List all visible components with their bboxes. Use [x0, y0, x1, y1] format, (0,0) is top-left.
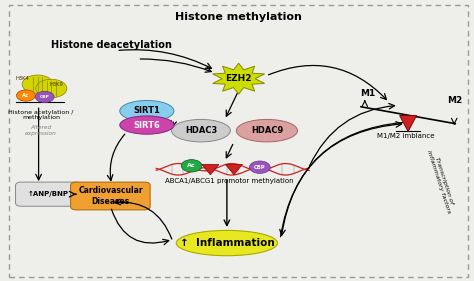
Text: Ac: Ac	[187, 163, 196, 168]
Circle shape	[22, 75, 53, 94]
Text: Transcription of
inflammatory factors: Transcription of inflammatory factors	[426, 148, 456, 214]
Polygon shape	[226, 164, 242, 175]
Ellipse shape	[176, 230, 277, 256]
Circle shape	[36, 79, 67, 98]
Text: M2: M2	[447, 96, 463, 105]
Circle shape	[249, 161, 270, 173]
FancyBboxPatch shape	[71, 182, 150, 210]
Text: ↑  Inflammation: ↑ Inflammation	[180, 238, 274, 248]
Ellipse shape	[120, 100, 174, 121]
Text: Cardiovascular
Diseases: Cardiovascular Diseases	[78, 186, 143, 206]
Text: SIRT1: SIRT1	[133, 106, 160, 115]
Text: HDAC3: HDAC3	[185, 126, 217, 135]
Text: Histone deacetylation: Histone deacetylation	[51, 40, 172, 50]
Text: Ac: Ac	[22, 93, 29, 98]
Circle shape	[35, 91, 54, 103]
Polygon shape	[400, 115, 417, 132]
Ellipse shape	[120, 116, 174, 134]
Text: M1: M1	[360, 89, 376, 98]
Text: ↑ANP/BNP: ↑ANP/BNP	[27, 191, 69, 197]
Ellipse shape	[237, 119, 298, 142]
Text: CBP: CBP	[254, 165, 265, 170]
Text: H3K4: H3K4	[15, 76, 29, 81]
Text: Altered
expression: Altered expression	[25, 125, 57, 136]
Circle shape	[17, 90, 35, 101]
Text: SIRT6: SIRT6	[133, 121, 160, 130]
Polygon shape	[213, 63, 264, 94]
Text: H3K9: H3K9	[49, 82, 63, 87]
Text: Histone acetylation /
methylation: Histone acetylation / methylation	[8, 110, 73, 120]
Text: HDAC9: HDAC9	[251, 126, 283, 135]
Text: Histone methylation: Histone methylation	[175, 12, 302, 22]
FancyBboxPatch shape	[16, 182, 81, 206]
Text: EZH2: EZH2	[226, 74, 252, 83]
Ellipse shape	[172, 119, 230, 142]
Text: ABCA1/ABCG1 promotor methylation: ABCA1/ABCG1 promotor methylation	[165, 178, 293, 184]
Circle shape	[181, 160, 202, 172]
Text: M1/M2 imblance: M1/M2 imblance	[377, 133, 435, 139]
Text: CBP: CBP	[40, 95, 50, 99]
Polygon shape	[202, 164, 219, 175]
